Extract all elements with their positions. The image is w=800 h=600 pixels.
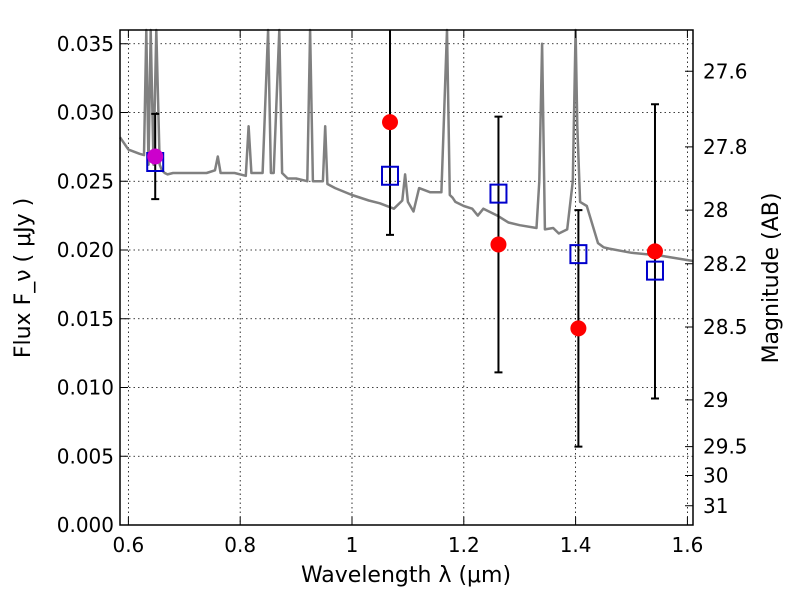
magnitude-axis-label: Magnitude (AB)	[759, 193, 784, 364]
y-tick-label: 0.000	[57, 513, 114, 537]
errorbar-layer	[151, 30, 659, 448]
y-tick-label: 0.025	[57, 169, 114, 193]
x-tick-label: 1.4	[560, 533, 592, 557]
x-axis-label: Wavelength λ (μm)	[301, 563, 511, 588]
magnitude-axis-ticks: 27.6 27.8 28 28.2 28.5 29 29.5 30 31	[685, 59, 748, 518]
gridlines	[120, 30, 693, 526]
plot-frame	[119, 29, 694, 526]
model-photometry-point	[381, 165, 400, 186]
observed-flux-point	[570, 320, 587, 337]
observed-flux-point	[147, 148, 164, 165]
x-tick-label: 0.8	[224, 533, 256, 557]
y-tick-label: 0.005	[57, 444, 114, 468]
spectrum-layer	[118, 28, 694, 263]
magnitude-tick-label: 29	[703, 388, 728, 412]
magnitude-tick-label: 31	[703, 494, 728, 518]
magnitude-tick-label: 28	[703, 198, 728, 222]
magnitude-tick-label: 29.5	[703, 435, 748, 459]
magnitude-tick-label: 27.6	[703, 59, 748, 83]
magnitude-tick-label: 27.8	[703, 135, 748, 159]
observed-flux-point	[382, 114, 399, 131]
y-tick-label: 0.035	[57, 32, 114, 56]
model-photometry-point	[569, 244, 588, 265]
x-tick-label: 1	[346, 533, 359, 557]
x-tick-label: 1.2	[448, 533, 480, 557]
observed-marker-layer	[147, 114, 663, 337]
y-tick-label: 0.010	[57, 376, 114, 400]
x-tick-label: 0.6	[112, 533, 144, 557]
observed-flux-point	[646, 243, 663, 260]
y-tick-label: 0.015	[57, 307, 114, 331]
magnitude-tick-label: 28.2	[703, 252, 748, 276]
model-spectrum-line	[118, 28, 694, 263]
observed-flux-point	[490, 236, 507, 253]
y-axis-label: Flux F_ν ( μJy )	[11, 198, 36, 358]
model-photometry-point	[645, 260, 664, 281]
y-tick-label: 0.030	[57, 101, 114, 125]
y-axis-ticks: 0.000 0.005 0.010 0.015 0.020 0.025 0.030 0.035	[57, 32, 128, 537]
magnitude-tick-label: 28.5	[703, 315, 748, 339]
x-axis-ticks: 0.6 0.8 1 1.2 1.4 1.6	[112, 30, 703, 557]
x-tick-label: 1.6	[672, 533, 704, 557]
y-tick-label: 0.020	[57, 238, 114, 262]
model-photometry-point	[489, 183, 508, 204]
magnitude-tick-label: 30	[703, 464, 728, 488]
